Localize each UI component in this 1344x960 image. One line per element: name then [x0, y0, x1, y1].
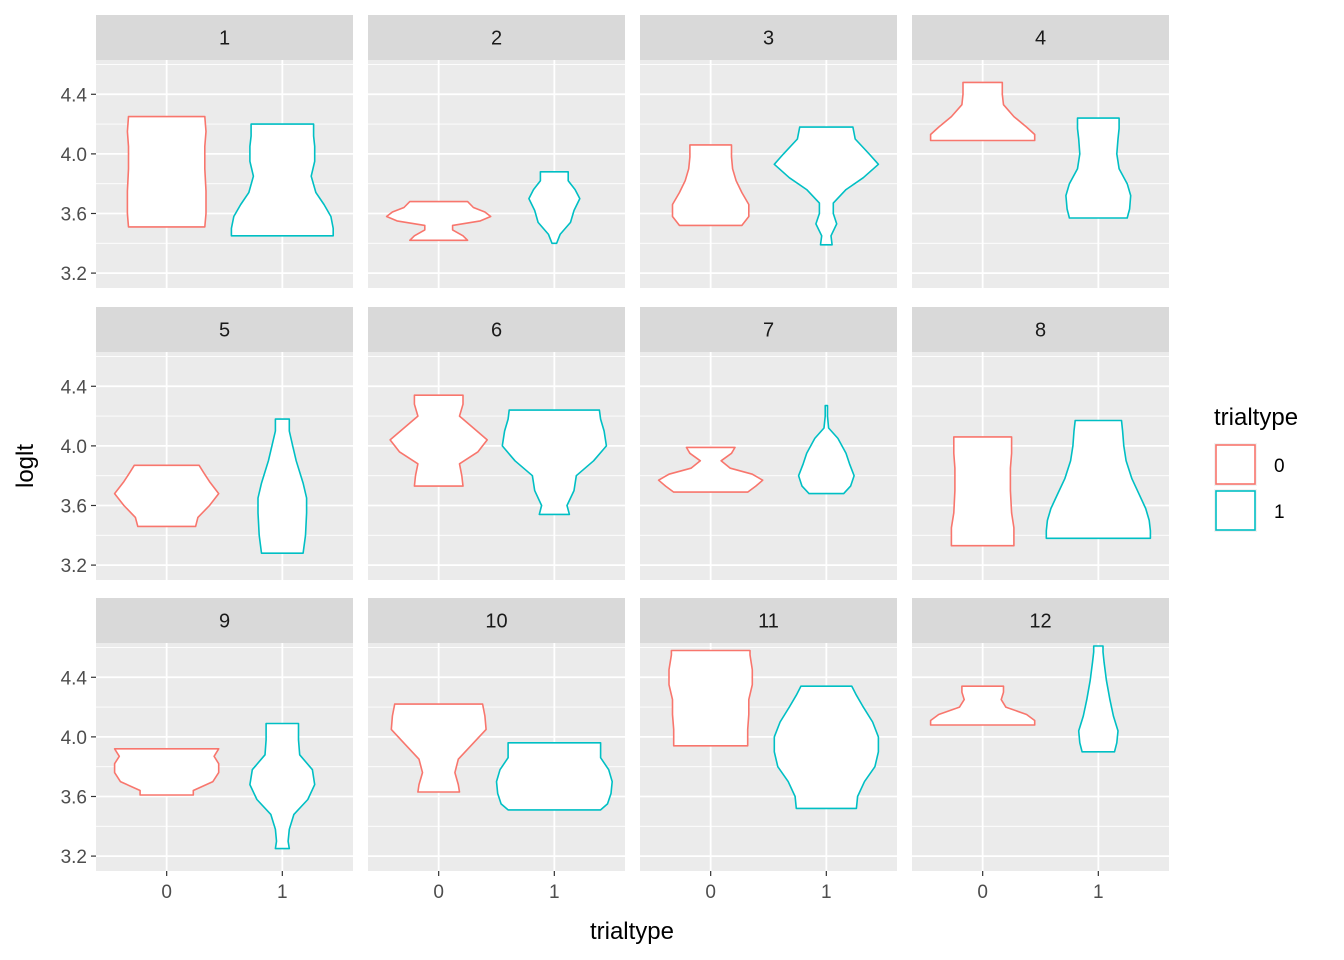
x-tick-label: 1	[821, 882, 832, 903]
legend-label: 1	[1274, 502, 1285, 523]
violin-trialtype-0	[113, 748, 220, 796]
facet-strip-label: 2	[491, 28, 502, 50]
violin-trialtype-0	[950, 436, 1015, 547]
facet-strip	[368, 307, 625, 352]
facet-panel: 8	[912, 307, 1169, 580]
facet-panel: 11 0 1	[640, 598, 897, 903]
facet-strip	[96, 598, 353, 643]
x-tick-label: 1	[277, 882, 288, 903]
violin-trialtype-1	[797, 404, 855, 495]
facet-panel: 10 0 1	[368, 598, 625, 903]
y-tick-label: 4.0	[61, 145, 87, 166]
panel-background	[912, 60, 1169, 288]
facet-strip-label: 4	[1035, 28, 1046, 50]
facet-strip	[96, 15, 353, 60]
violin-trialtype-1	[230, 123, 334, 237]
facet-panel: 3	[640, 15, 897, 288]
facet-panel: 1 3.2 3.6 4.0 4.4	[61, 15, 353, 288]
facet-strip-label: 6	[491, 320, 502, 342]
violin-trialtype-0	[929, 81, 1036, 142]
facet-strip	[640, 307, 897, 352]
facet-panel: 4	[912, 15, 1169, 288]
violin-trialtype-1	[257, 418, 308, 554]
violin-trialtype-1	[773, 685, 880, 810]
facet-panel: 5 3.2 3.6 4.0 4.4	[61, 307, 353, 580]
violin-trialtype-1	[1077, 645, 1119, 753]
violin-trialtype-0	[113, 464, 220, 528]
violin-trialtype-0	[929, 685, 1036, 726]
violin-trialtype-0	[385, 200, 492, 242]
panel-background	[640, 352, 897, 580]
y-tick-label: 3.6	[61, 496, 87, 517]
facet-panel: 12 0 1	[912, 598, 1169, 903]
legend-key-0	[1215, 444, 1256, 485]
violin-trialtype-0	[657, 446, 764, 493]
facet-strip	[368, 15, 625, 60]
violin-trialtype-0	[389, 394, 488, 487]
facet-strip	[640, 15, 897, 60]
violin-trialtype-0	[126, 115, 207, 228]
facet-strip	[640, 598, 897, 643]
facet-strip-label: 12	[1029, 611, 1051, 633]
y-tick-label: 3.2	[61, 264, 87, 285]
facet-panels: 1 3.2 3.6 4.0 4.4 2 3 4 5 3.2 3.6 4.0 4.4 6 7 8 9 3.2 3.6 4…	[61, 15, 1169, 903]
y-tick-label: 3.6	[61, 204, 87, 225]
facet-strip	[368, 598, 625, 643]
y-tick-label: 4.4	[61, 668, 88, 689]
legend: 01	[1214, 443, 1285, 532]
facet-strip	[912, 307, 1169, 352]
violin-trialtype-0	[390, 703, 487, 793]
facet-strip-label: 3	[763, 28, 774, 50]
legend-label: 0	[1274, 456, 1285, 477]
violin-trialtype-0	[671, 144, 750, 227]
facet-strip-label: 5	[219, 320, 230, 342]
facet-strip-label: 9	[219, 611, 230, 633]
facet-strip-label: 10	[485, 611, 507, 633]
x-tick-label: 0	[705, 882, 716, 903]
x-tick-label: 1	[1093, 882, 1104, 903]
facet-strip	[912, 598, 1169, 643]
violin-trialtype-0	[668, 649, 754, 747]
violin-trialtype-1	[1045, 419, 1152, 540]
x-tick-label: 0	[161, 882, 172, 903]
facet-strip	[96, 307, 353, 352]
y-tick-label: 4.4	[61, 85, 88, 106]
facet-panel: 9 3.2 3.6 4.0 4.4 0 1	[61, 598, 353, 903]
violin-trialtype-1	[528, 171, 581, 245]
facet-strip-label: 7	[763, 320, 774, 342]
facet-panel: 6	[368, 307, 625, 580]
violin-trialtype-1	[773, 126, 880, 246]
x-tick-label: 0	[433, 882, 444, 903]
facet-panel: 2	[368, 15, 625, 288]
facet-strip-label: 1	[219, 28, 230, 50]
x-tick-label: 0	[977, 882, 988, 903]
y-tick-label: 4.0	[61, 728, 87, 749]
y-axis-title: loglt	[12, 444, 39, 488]
violin-trialtype-1	[501, 409, 608, 516]
y-tick-label: 4.0	[61, 437, 87, 458]
violin-trialtype-1	[1065, 117, 1132, 219]
x-axis-title: trialtype	[590, 918, 674, 945]
y-tick-label: 3.6	[61, 787, 87, 808]
panel-background	[368, 60, 625, 288]
legend-key-1	[1215, 490, 1256, 531]
facet-strip-label: 8	[1035, 320, 1046, 342]
y-tick-label: 3.2	[61, 556, 87, 577]
violin-trialtype-1	[249, 722, 316, 850]
y-tick-label: 4.4	[61, 377, 88, 398]
x-tick-label: 1	[549, 882, 560, 903]
facet-strip	[912, 15, 1169, 60]
facet-panel: 7	[640, 307, 897, 580]
panel-background	[912, 643, 1169, 871]
y-tick-label: 3.2	[61, 847, 87, 868]
legend-title: trialtype	[1214, 404, 1298, 431]
violin-trialtype-1	[495, 742, 613, 811]
facet-strip-label: 11	[758, 611, 779, 633]
